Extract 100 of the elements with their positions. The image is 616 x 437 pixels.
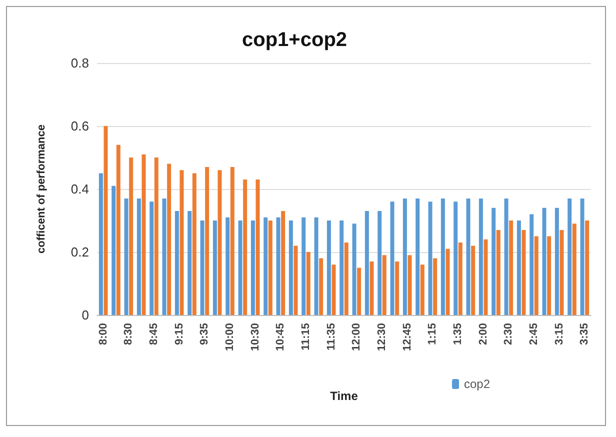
bar [326,220,331,315]
bar [142,154,146,315]
bar [458,242,462,315]
bar [402,198,407,315]
bar [294,246,298,315]
bar [319,258,324,315]
y-tick-label: 0.6 [70,118,89,134]
bar [340,220,344,315]
bar [332,264,336,315]
bar [98,173,103,315]
y-tick-label: 0.2 [70,244,89,260]
bar [496,230,500,315]
bar [408,255,412,315]
bar [112,186,116,315]
bar [585,220,590,315]
bar [446,248,450,315]
bar [547,236,552,315]
x-tick-label: 2:00 [477,323,490,346]
bar [440,198,445,315]
x-tick-label: 11:35 [325,323,338,351]
bar [542,208,546,315]
x-tick-label: 9:35 [198,323,211,346]
bar [554,208,559,315]
bar [560,230,564,315]
bar [188,211,192,315]
x-tick-label: 9:15 [173,323,186,346]
bar [433,258,438,315]
y-tick-label: 0.8 [70,56,89,70]
x-tick-label: 8:00 [97,323,110,346]
x-tick-label: 2:30 [502,323,515,346]
bar [180,170,184,315]
bar [302,217,306,315]
bar [484,239,488,315]
bar [124,198,128,315]
legend-label: cop2 [464,377,490,391]
bar [306,252,310,315]
bar [150,202,154,315]
bar [129,158,134,315]
x-tick-label: 8:45 [148,323,160,346]
y-tick-label: 0.4 [70,182,89,196]
x-tick-label: 11:15 [300,323,312,351]
bar [395,261,400,315]
bar [162,198,166,315]
x-tick-label: 12:45 [401,323,414,352]
bar [370,261,374,315]
bar [352,224,356,315]
bar [116,144,120,315]
bar [281,211,286,315]
bar [174,211,179,315]
bar [264,217,268,315]
bar [218,170,222,315]
x-tick-label: 10:30 [249,323,262,352]
x-tick-label: 12:00 [350,323,363,352]
bar [572,224,576,315]
bar [192,173,196,315]
bar [230,166,234,315]
bar [136,198,141,315]
x-tick-label: 8:30 [122,323,135,346]
x-tick-label: 10:45 [274,323,287,352]
bar [454,202,458,315]
bar [416,198,420,315]
bar [238,220,242,315]
bar [378,211,382,315]
bar [509,220,514,315]
y-tick-label: 0 [82,308,89,322]
bar [344,242,348,315]
bar [104,126,108,315]
x-tick-label: 10:00 [224,323,236,352]
bar [250,220,255,315]
bar [200,220,204,315]
x-tick-label: 1:15 [426,323,439,346]
bar [471,246,476,315]
x-tick-label: 3:15 [553,323,566,346]
y-axis-title: cofficent of performance [36,124,48,254]
bar [516,220,521,315]
bar [154,158,158,315]
bar [288,220,293,315]
bar [256,180,260,315]
bar [226,217,230,315]
x-tick-label: 1:35 [452,323,464,346]
x-tick-label: 3:35 [578,323,591,346]
bar [466,198,470,315]
x-tick-label: 2:45 [528,323,540,346]
bar [314,217,318,315]
bar [504,198,508,315]
bar [382,255,386,315]
x-tick-label: 12:30 [376,323,388,352]
bar [212,220,217,315]
bar [276,217,280,315]
bar [364,211,369,315]
bar [205,166,210,315]
bar [357,268,362,315]
bar [534,236,538,315]
bar [492,208,496,315]
bar [530,214,534,315]
bar [580,198,584,315]
bar [478,198,483,315]
bar [428,202,432,315]
x-axis-title: Time [330,389,358,403]
bar [243,180,248,315]
